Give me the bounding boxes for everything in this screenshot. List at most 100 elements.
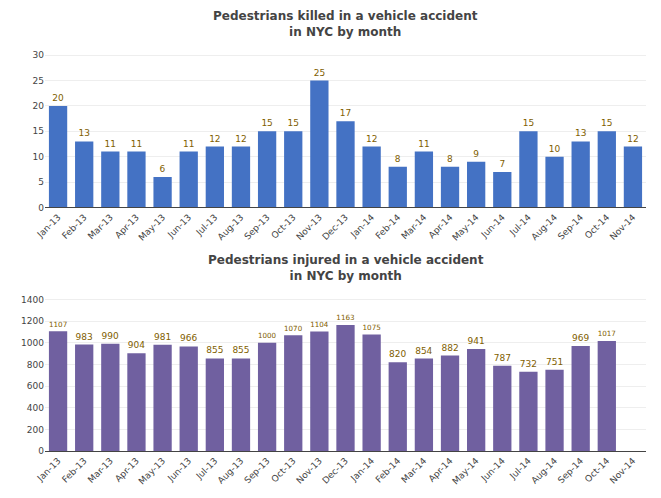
svg-text:600: 600 xyxy=(27,381,44,391)
svg-text:1163: 1163 xyxy=(336,313,354,322)
svg-text:Feb-13: Feb-13 xyxy=(60,212,89,241)
svg-text:12: 12 xyxy=(209,134,220,144)
svg-text:Jul-14: Jul-14 xyxy=(507,212,533,238)
svg-text:May-14: May-14 xyxy=(450,456,481,487)
svg-text:10: 10 xyxy=(33,152,45,162)
svg-text:8: 8 xyxy=(395,154,401,164)
svg-text:800: 800 xyxy=(27,360,44,370)
svg-text:Jan-14: Jan-14 xyxy=(348,212,376,240)
svg-text:Jun-13: Jun-13 xyxy=(165,212,193,240)
svg-text:981: 981 xyxy=(154,332,171,342)
svg-text:Jan-13: Jan-13 xyxy=(35,212,63,240)
svg-text:May-13: May-13 xyxy=(137,456,168,487)
svg-text:20: 20 xyxy=(33,101,45,111)
svg-text:12: 12 xyxy=(627,134,638,144)
svg-text:Feb-14: Feb-14 xyxy=(374,212,403,241)
svg-text:12: 12 xyxy=(366,134,377,144)
svg-text:787: 787 xyxy=(494,353,511,363)
svg-text:732: 732 xyxy=(520,359,537,369)
svg-text:Jan-13: Jan-13 xyxy=(35,456,63,484)
svg-text:Oct-13: Oct-13 xyxy=(269,212,297,240)
svg-text:0: 0 xyxy=(38,203,44,213)
svg-text:Mar-14: Mar-14 xyxy=(399,212,428,241)
svg-text:966: 966 xyxy=(180,333,197,343)
svg-text:8: 8 xyxy=(447,154,453,164)
svg-text:Jun-14: Jun-14 xyxy=(479,212,507,240)
svg-text:Jan-14: Jan-14 xyxy=(348,456,376,484)
svg-text:13: 13 xyxy=(78,128,89,138)
svg-text:904: 904 xyxy=(128,340,145,350)
svg-text:Aug-14: Aug-14 xyxy=(529,212,559,242)
svg-text:751: 751 xyxy=(546,357,563,367)
svg-text:6: 6 xyxy=(160,164,166,174)
svg-text:15: 15 xyxy=(288,118,299,128)
svg-text:25: 25 xyxy=(314,68,325,78)
svg-text:7: 7 xyxy=(499,159,505,169)
svg-text:Nov-14: Nov-14 xyxy=(608,456,638,486)
svg-text:200: 200 xyxy=(27,425,44,435)
svg-text:Aug-13: Aug-13 xyxy=(216,212,246,242)
svg-text:Sep-13: Sep-13 xyxy=(242,456,271,485)
svg-text:Pedestrians killed in a vehicl: Pedestrians killed in a vehicle accident… xyxy=(213,9,478,39)
svg-text:969: 969 xyxy=(572,333,589,343)
svg-text:1000: 1000 xyxy=(21,338,44,348)
svg-text:Jul-13: Jul-13 xyxy=(194,456,220,482)
svg-text:1000: 1000 xyxy=(258,331,277,340)
svg-text:854: 854 xyxy=(415,346,432,356)
svg-text:Jul-14: Jul-14 xyxy=(507,456,533,482)
svg-text:1075: 1075 xyxy=(362,323,380,332)
svg-text:20: 20 xyxy=(52,93,64,103)
svg-text:1070: 1070 xyxy=(284,324,303,333)
svg-text:Jul-13: Jul-13 xyxy=(194,212,220,238)
svg-text:Sep-13: Sep-13 xyxy=(242,212,271,241)
svg-text:983: 983 xyxy=(76,332,93,342)
svg-text:17: 17 xyxy=(340,108,351,118)
svg-text:0: 0 xyxy=(38,446,44,456)
svg-text:1400: 1400 xyxy=(21,295,44,305)
svg-text:Oct-14: Oct-14 xyxy=(583,456,612,485)
svg-text:Nov-14: Nov-14 xyxy=(608,212,638,242)
svg-text:990: 990 xyxy=(102,331,119,341)
svg-text:Oct-13: Oct-13 xyxy=(269,456,297,484)
svg-text:11: 11 xyxy=(105,139,116,149)
svg-text:Mar-13: Mar-13 xyxy=(86,456,115,485)
svg-text:1017: 1017 xyxy=(598,329,616,338)
svg-text:Feb-13: Feb-13 xyxy=(60,456,89,485)
svg-text:1107: 1107 xyxy=(49,320,67,329)
svg-text:15: 15 xyxy=(33,126,44,136)
svg-text:13: 13 xyxy=(575,128,586,138)
svg-text:Sep-14: Sep-14 xyxy=(556,456,586,486)
svg-text:820: 820 xyxy=(389,349,406,359)
svg-text:Apr-14: Apr-14 xyxy=(427,456,455,484)
svg-text:12: 12 xyxy=(235,134,246,144)
svg-text:Apr-13: Apr-13 xyxy=(113,456,141,484)
svg-text:30: 30 xyxy=(33,50,45,60)
svg-text:400: 400 xyxy=(27,403,44,413)
svg-text:Oct-14: Oct-14 xyxy=(583,212,612,241)
svg-text:11: 11 xyxy=(131,139,142,149)
svg-text:Jun-13: Jun-13 xyxy=(165,456,193,484)
svg-text:Apr-13: Apr-13 xyxy=(113,212,141,240)
svg-text:15: 15 xyxy=(261,118,272,128)
svg-text:Feb-14: Feb-14 xyxy=(374,456,403,485)
svg-text:Mar-13: Mar-13 xyxy=(86,212,115,241)
svg-text:Nov-13: Nov-13 xyxy=(294,212,324,242)
svg-text:Dec-13: Dec-13 xyxy=(320,456,350,486)
svg-text:Aug-13: Aug-13 xyxy=(216,456,246,486)
svg-text:1104: 1104 xyxy=(310,320,329,329)
svg-text:855: 855 xyxy=(232,345,249,355)
svg-text:9: 9 xyxy=(473,149,479,159)
svg-text:25: 25 xyxy=(33,76,44,86)
svg-text:5: 5 xyxy=(38,177,44,187)
svg-text:15: 15 xyxy=(523,118,534,128)
svg-text:1200: 1200 xyxy=(21,316,44,326)
svg-text:855: 855 xyxy=(206,345,223,355)
svg-text:Nov-13: Nov-13 xyxy=(294,456,324,486)
svg-text:15: 15 xyxy=(601,118,612,128)
svg-text:May-13: May-13 xyxy=(137,212,168,243)
svg-text:May-14: May-14 xyxy=(450,212,481,243)
svg-text:941: 941 xyxy=(468,336,485,346)
svg-text:Apr-14: Apr-14 xyxy=(427,212,455,240)
svg-text:Dec-13: Dec-13 xyxy=(320,212,350,242)
svg-text:Jun-14: Jun-14 xyxy=(479,456,507,484)
